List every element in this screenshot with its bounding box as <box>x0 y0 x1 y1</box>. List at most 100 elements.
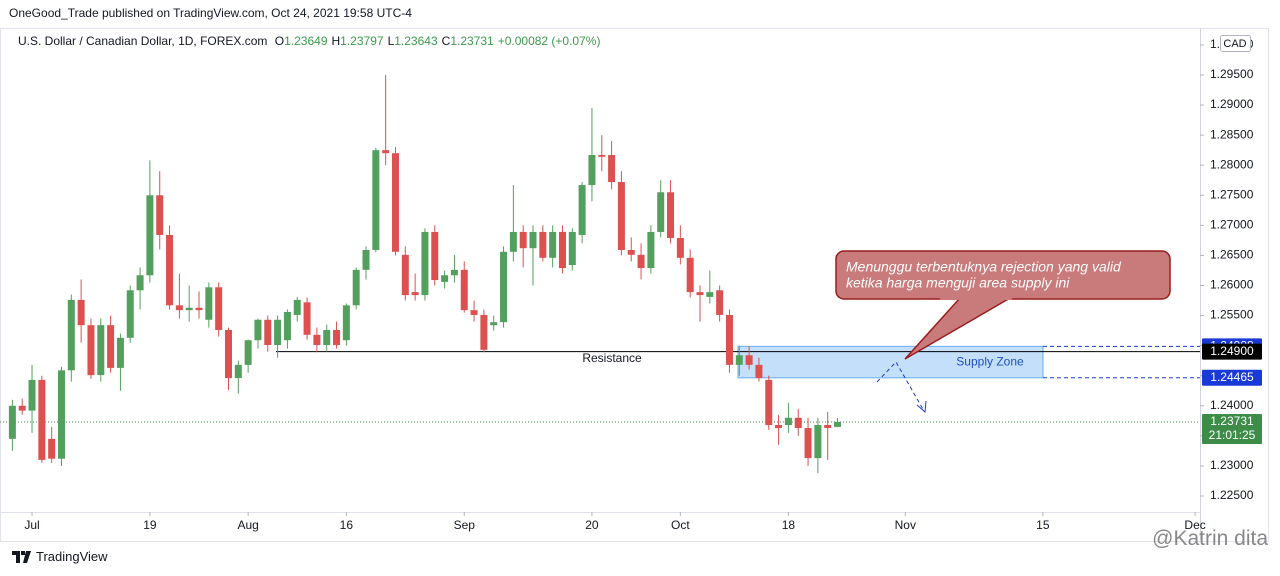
x-tick-label: 20 <box>585 518 599 532</box>
brand-name: TradingView <box>36 549 108 564</box>
candle-body <box>175 305 183 311</box>
projection-arrow <box>876 361 927 414</box>
candle-body <box>824 425 832 429</box>
ohlc-value: 1.23649 <box>284 34 328 48</box>
y-tick-label: 1.28000 <box>1210 157 1254 171</box>
candle-body <box>745 355 753 365</box>
last-price-tag-bg <box>1202 413 1262 444</box>
candle-body <box>686 257 694 293</box>
candle-body <box>234 364 242 379</box>
candle-body <box>77 299 85 326</box>
watermark: @Katrin dita <box>1152 527 1268 550</box>
candle-body <box>224 329 232 379</box>
ohlc-value: 1.23797 <box>340 34 384 48</box>
resistance-tag-bg <box>1202 343 1262 360</box>
candle-body <box>568 231 576 266</box>
ohlc-item: H1.23797 <box>332 34 384 48</box>
candle-body <box>804 428 812 459</box>
resistance-label: Resistance <box>582 351 642 365</box>
candle-body <box>627 250 635 255</box>
candle-body <box>509 231 517 252</box>
candle-body <box>637 254 645 269</box>
candle-body <box>725 314 733 365</box>
y-tick-label: 1.29000 <box>1210 97 1254 111</box>
candle-body <box>333 329 341 346</box>
last-price-tag: 1.23731 <box>1210 414 1254 428</box>
x-tick-label: Dec <box>1184 518 1205 532</box>
candle-body <box>460 269 468 311</box>
candle-body <box>264 319 272 346</box>
candle-body <box>470 310 478 315</box>
x-tick-label: 19 <box>143 518 157 532</box>
note-line: Menunggu terbentuknya rejection yang val… <box>846 259 1122 275</box>
ohlc-item: O1.23649 <box>275 34 328 48</box>
y-tick-label: 1.27500 <box>1210 187 1254 201</box>
candle-body <box>352 269 360 306</box>
candle-body <box>274 319 282 346</box>
candle-body <box>775 425 783 429</box>
supply-zone-label: Supply Zone <box>956 354 1024 368</box>
candle-body <box>608 154 616 183</box>
candle-body <box>8 405 16 439</box>
candle-body <box>667 192 675 238</box>
zone-bottom-tag: 1.24465 <box>1210 370 1254 384</box>
note-callout: Menunggu terbentuknya rejection yang val… <box>835 250 1171 360</box>
candle-body <box>539 231 547 258</box>
currency-label: CAD <box>1223 38 1246 50</box>
candle-body <box>814 425 822 459</box>
candle-body <box>156 195 164 235</box>
candle-body <box>647 231 655 269</box>
candle-body <box>784 417 792 426</box>
y-tick-label: 1.29500 <box>1210 67 1254 81</box>
candle-body <box>617 182 625 251</box>
candle-body <box>107 325 115 368</box>
candle-body <box>676 237 684 258</box>
ohlc-label: L <box>387 34 395 48</box>
y-tick-label: 1.27000 <box>1210 218 1254 232</box>
candle-body <box>48 438 56 459</box>
x-tick-label: Nov <box>895 518 916 532</box>
projection-path <box>876 361 925 412</box>
y-tick-label: 1.26500 <box>1210 248 1254 262</box>
candle-body <box>382 150 390 154</box>
last-price-tag-countdown: 21:01:25 <box>1209 428 1256 442</box>
candle-body <box>28 379 36 411</box>
callout-join <box>940 296 1012 300</box>
candle-body <box>126 290 134 338</box>
candle-body <box>38 379 46 460</box>
x-tick-label: 18 <box>782 518 796 532</box>
candle-body <box>549 231 557 258</box>
resistance-tag: 1.24900 <box>1210 344 1254 358</box>
candle-body <box>500 251 508 323</box>
candle-body <box>116 337 124 368</box>
candle-body <box>834 421 842 427</box>
candle-body <box>441 275 449 282</box>
note-line: ketika harga menguji area supply ini <box>846 275 1070 291</box>
candle-body <box>146 195 154 276</box>
candle-body <box>18 405 26 411</box>
candle-body <box>794 417 802 429</box>
ohlc-label: H <box>331 34 341 48</box>
candle-body <box>755 364 763 379</box>
currency-box <box>1220 35 1251 52</box>
candle-body <box>342 305 350 341</box>
candle-body <box>57 370 65 459</box>
x-tick-label: Aug <box>237 518 258 532</box>
ohlc-value: 1.23643 <box>394 34 438 48</box>
candle-body <box>706 292 714 297</box>
y-tick-label: 1.28500 <box>1210 127 1254 141</box>
symbol: U.S. Dollar / Canadian Dollar, 1D, FOREX… <box>18 34 268 48</box>
candle-body <box>391 153 399 252</box>
candle-body <box>97 325 105 376</box>
y-tick-label: 1.26000 <box>1210 278 1254 292</box>
candle-body <box>303 302 311 335</box>
candle-body <box>166 234 174 306</box>
x-tick-label: Jul <box>24 518 39 532</box>
x-tick-label: Sep <box>454 518 476 532</box>
candle-body <box>411 292 419 296</box>
x-tick-label: 15 <box>1036 518 1050 532</box>
candle-body <box>254 319 262 341</box>
zone-bottom-tag-bg <box>1202 369 1262 386</box>
candle-body <box>283 311 291 341</box>
